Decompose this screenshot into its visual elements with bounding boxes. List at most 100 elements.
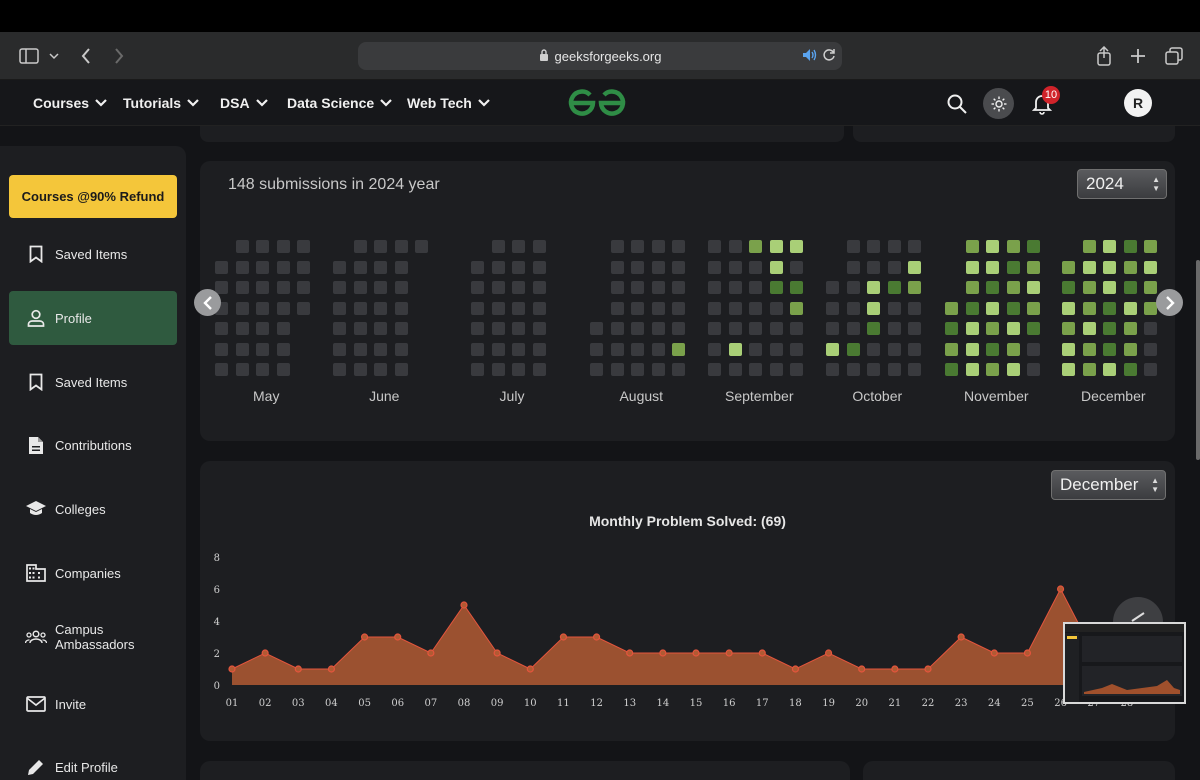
heatmap-day-cell[interactable] — [491, 240, 505, 253]
heatmap-day-cell[interactable] — [374, 322, 387, 335]
heatmap-day-cell[interactable] — [215, 342, 228, 356]
heatmap-day-cell[interactable] — [631, 301, 644, 315]
sidebar-item-invite[interactable]: Invite — [9, 677, 177, 731]
heatmap-day-cell[interactable] — [532, 260, 546, 274]
heatmap-day-cell[interactable] — [631, 363, 644, 376]
heatmap-day-cell[interactable] — [333, 281, 346, 294]
heatmap-day-cell[interactable] — [965, 322, 979, 335]
heatmap-day-cell[interactable] — [1123, 240, 1137, 253]
heatmap-day-cell[interactable] — [769, 322, 783, 335]
heatmap-day-cell[interactable] — [276, 322, 290, 335]
heatmap-day-cell[interactable] — [945, 363, 958, 376]
heatmap-day-cell[interactable] — [708, 342, 721, 356]
heatmap-day-cell[interactable] — [1123, 301, 1137, 315]
heatmap-day-cell[interactable] — [1062, 260, 1075, 274]
heatmap-day-cell[interactable] — [1123, 281, 1137, 294]
heatmap-day-cell[interactable] — [651, 281, 665, 294]
heatmap-day-cell[interactable] — [256, 342, 269, 356]
heatmap-day-cell[interactable] — [610, 281, 624, 294]
heatmap-day-cell[interactable] — [532, 322, 546, 335]
heatmap-day-cell[interactable] — [590, 322, 603, 335]
heatmap-day-cell[interactable] — [867, 301, 880, 315]
previous-months-button[interactable] — [194, 289, 221, 316]
heatmap-day-cell[interactable] — [728, 363, 742, 376]
heatmap-day-cell[interactable] — [353, 240, 367, 253]
speaker-icon[interactable] — [802, 48, 818, 65]
heatmap-day-cell[interactable] — [415, 240, 428, 253]
heatmap-day-cell[interactable] — [728, 342, 742, 356]
heatmap-day-cell[interactable] — [471, 342, 484, 356]
heatmap-day-cell[interactable] — [532, 281, 546, 294]
heatmap-day-cell[interactable] — [749, 301, 762, 315]
heatmap-day-cell[interactable] — [1103, 240, 1116, 253]
heatmap-day-cell[interactable] — [908, 260, 921, 274]
heatmap-day-cell[interactable] — [749, 363, 762, 376]
search-icon[interactable] — [945, 92, 969, 116]
heatmap-day-cell[interactable] — [353, 363, 367, 376]
heatmap-day-cell[interactable] — [333, 301, 346, 315]
heatmap-day-cell[interactable] — [887, 363, 901, 376]
heatmap-day-cell[interactable] — [1082, 260, 1096, 274]
year-select[interactable]: 2024 ▲ ▼ — [1077, 169, 1167, 199]
nav-data-science[interactable]: Data Science — [287, 95, 392, 111]
heatmap-day-cell[interactable] — [256, 260, 269, 274]
heatmap-day-cell[interactable] — [826, 322, 839, 335]
heatmap-day-cell[interactable] — [1082, 281, 1096, 294]
heatmap-day-cell[interactable] — [353, 301, 367, 315]
heatmap-day-cell[interactable] — [790, 281, 803, 294]
heatmap-day-cell[interactable] — [1103, 322, 1116, 335]
heatmap-day-cell[interactable] — [235, 342, 249, 356]
heatmap-day-cell[interactable] — [374, 301, 387, 315]
heatmap-day-cell[interactable] — [1144, 281, 1157, 294]
heatmap-day-cell[interactable] — [769, 281, 783, 294]
heatmap-day-cell[interactable] — [1062, 363, 1075, 376]
heatmap-day-cell[interactable] — [867, 260, 880, 274]
heatmap-day-cell[interactable] — [846, 281, 860, 294]
heatmap-day-cell[interactable] — [235, 363, 249, 376]
chevron-down-icon[interactable] — [47, 44, 61, 68]
heatmap-day-cell[interactable] — [471, 363, 484, 376]
heatmap-day-cell[interactable] — [1006, 342, 1020, 356]
heatmap-day-cell[interactable] — [1144, 301, 1157, 315]
heatmap-day-cell[interactable] — [965, 240, 979, 253]
next-months-button[interactable] — [1156, 289, 1183, 316]
heatmap-day-cell[interactable] — [333, 363, 346, 376]
heatmap-day-cell[interactable] — [672, 301, 685, 315]
heatmap-day-cell[interactable] — [491, 342, 505, 356]
heatmap-day-cell[interactable] — [1006, 301, 1020, 315]
heatmap-day-cell[interactable] — [276, 363, 290, 376]
heatmap-day-cell[interactable] — [986, 260, 999, 274]
heatmap-day-cell[interactable] — [491, 363, 505, 376]
heatmap-day-cell[interactable] — [532, 363, 546, 376]
heatmap-day-cell[interactable] — [728, 281, 742, 294]
heatmap-day-cell[interactable] — [491, 260, 505, 274]
heatmap-day-cell[interactable] — [826, 342, 839, 356]
heatmap-day-cell[interactable] — [867, 240, 880, 253]
heatmap-day-cell[interactable] — [672, 342, 685, 356]
heatmap-day-cell[interactable] — [769, 240, 783, 253]
sidebar-item-profile[interactable]: Profile — [9, 291, 177, 345]
heatmap-day-cell[interactable] — [986, 301, 999, 315]
heatmap-day-cell[interactable] — [887, 301, 901, 315]
heatmap-day-cell[interactable] — [1027, 363, 1040, 376]
heatmap-day-cell[interactable] — [471, 281, 484, 294]
heatmap-day-cell[interactable] — [297, 260, 310, 274]
heatmap-day-cell[interactable] — [1144, 342, 1157, 356]
heatmap-day-cell[interactable] — [276, 240, 290, 253]
heatmap-day-cell[interactable] — [708, 260, 721, 274]
heatmap-day-cell[interactable] — [1027, 342, 1040, 356]
heatmap-day-cell[interactable] — [867, 322, 880, 335]
heatmap-day-cell[interactable] — [986, 322, 999, 335]
avatar[interactable]: R — [1124, 89, 1152, 117]
heatmap-day-cell[interactable] — [374, 363, 387, 376]
heatmap-day-cell[interactable] — [846, 363, 860, 376]
heatmap-day-cell[interactable] — [708, 363, 721, 376]
heatmap-day-cell[interactable] — [235, 240, 249, 253]
heatmap-day-cell[interactable] — [769, 301, 783, 315]
heatmap-day-cell[interactable] — [1144, 260, 1157, 274]
heatmap-day-cell[interactable] — [1006, 322, 1020, 335]
heatmap-day-cell[interactable] — [1082, 240, 1096, 253]
heatmap-day-cell[interactable] — [1062, 322, 1075, 335]
heatmap-day-cell[interactable] — [394, 260, 408, 274]
heatmap-day-cell[interactable] — [1082, 342, 1096, 356]
